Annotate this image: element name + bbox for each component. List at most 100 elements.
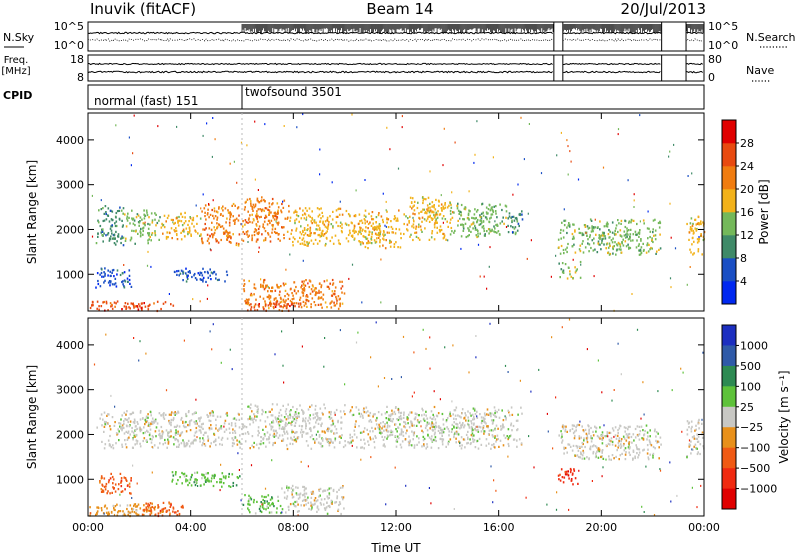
echo-cell [199, 425, 201, 428]
echo-cell [125, 430, 128, 433]
echo-cell [505, 210, 508, 213]
echo-cell [356, 436, 358, 439]
echo-cell [199, 234, 202, 237]
nave-trace [87, 70, 704, 74]
echo-cell [267, 208, 269, 211]
echo-cell [360, 226, 362, 230]
echo-cell [647, 237, 649, 240]
echo-cell [328, 221, 330, 224]
echo-cell [216, 222, 218, 225]
echo-cell [516, 429, 518, 432]
echo-cell [299, 242, 302, 245]
echo-cell [455, 426, 458, 429]
echo-cell [122, 212, 124, 215]
echo-cell [409, 440, 411, 443]
echo-cell [275, 418, 277, 421]
echo-cell [185, 480, 187, 483]
echo-cell [173, 425, 176, 428]
echo-cell [254, 228, 257, 231]
echo-cell [618, 427, 621, 430]
echo-cell [312, 285, 314, 288]
echo-cell [326, 512, 329, 515]
echo-cell [569, 273, 571, 276]
echo-cell [563, 452, 565, 455]
echo-cell [467, 441, 469, 445]
echo-cell [692, 229, 695, 232]
echo-cell [285, 413, 287, 416]
echo-cell [273, 214, 276, 218]
echo-cell [462, 438, 465, 441]
echo-cell [460, 416, 462, 419]
echo-cell [137, 232, 139, 235]
echo-cell [140, 227, 142, 230]
echo-cell [233, 417, 236, 420]
echo-cell [365, 237, 368, 240]
echo-cell [492, 435, 494, 438]
echo-cell [215, 210, 218, 213]
echo-cell [322, 229, 324, 232]
echo-cell [132, 411, 135, 414]
echo-cell [378, 212, 380, 215]
echo-cell [289, 304, 291, 308]
echo-cell [617, 432, 619, 435]
echo-cell [325, 231, 327, 234]
echo-cell [302, 430, 305, 434]
echo-cell [572, 444, 575, 447]
echo-cell [476, 218, 479, 222]
echo-cell [378, 423, 380, 426]
noise-cell [460, 247, 462, 250]
echo-cell [487, 212, 489, 215]
echo-cell [403, 213, 405, 216]
echo-cell [330, 440, 333, 443]
echo-cell [192, 439, 195, 442]
echo-cell [611, 241, 614, 244]
echo-cell [470, 414, 472, 417]
echo-cell [446, 417, 449, 420]
noise-cell [254, 120, 256, 123]
echo-cell [137, 422, 139, 425]
echo-cell [490, 415, 492, 418]
echo-cell [381, 427, 383, 430]
echo-cell [282, 427, 285, 430]
echo-cell [212, 234, 214, 237]
echo-cell [305, 427, 307, 430]
echo-cell [212, 414, 215, 417]
echo-cell [142, 227, 144, 230]
noise-cell [577, 178, 580, 181]
echo-cell [480, 422, 483, 425]
echo-cell [635, 246, 638, 249]
echo-cell [295, 285, 297, 289]
echo-cell [506, 435, 509, 438]
echo-cell [596, 446, 598, 449]
echo-cell [415, 424, 418, 427]
echo-cell [295, 214, 298, 217]
echo-cell [609, 431, 612, 434]
echo-cell [320, 498, 323, 501]
echo-cell [219, 481, 221, 484]
echo-cell [359, 231, 361, 234]
noise-cell [212, 199, 214, 202]
echo-cell [582, 429, 585, 432]
echo-cell [659, 436, 662, 439]
echo-cell [328, 487, 331, 490]
echo-cell [130, 492, 132, 495]
colorbar-swatch [722, 120, 736, 144]
echo-cell [617, 219, 619, 222]
echo-cell [338, 298, 341, 301]
echo-cell [579, 250, 582, 253]
echo-cell [209, 445, 211, 448]
echo-cell [251, 294, 253, 297]
echo-cell [427, 422, 430, 425]
echo-cell [175, 431, 177, 434]
echo-cell [296, 431, 298, 434]
noise-cell [670, 286, 672, 289]
echo-cell [180, 505, 183, 509]
echo-cell [574, 271, 577, 274]
echo-cell [307, 496, 309, 499]
echo-cell [140, 231, 142, 235]
echo-cell [225, 475, 227, 478]
echo-cell [307, 244, 309, 247]
echo-cell [275, 215, 277, 218]
echo-cell [336, 431, 338, 435]
echo-cell [442, 431, 445, 434]
